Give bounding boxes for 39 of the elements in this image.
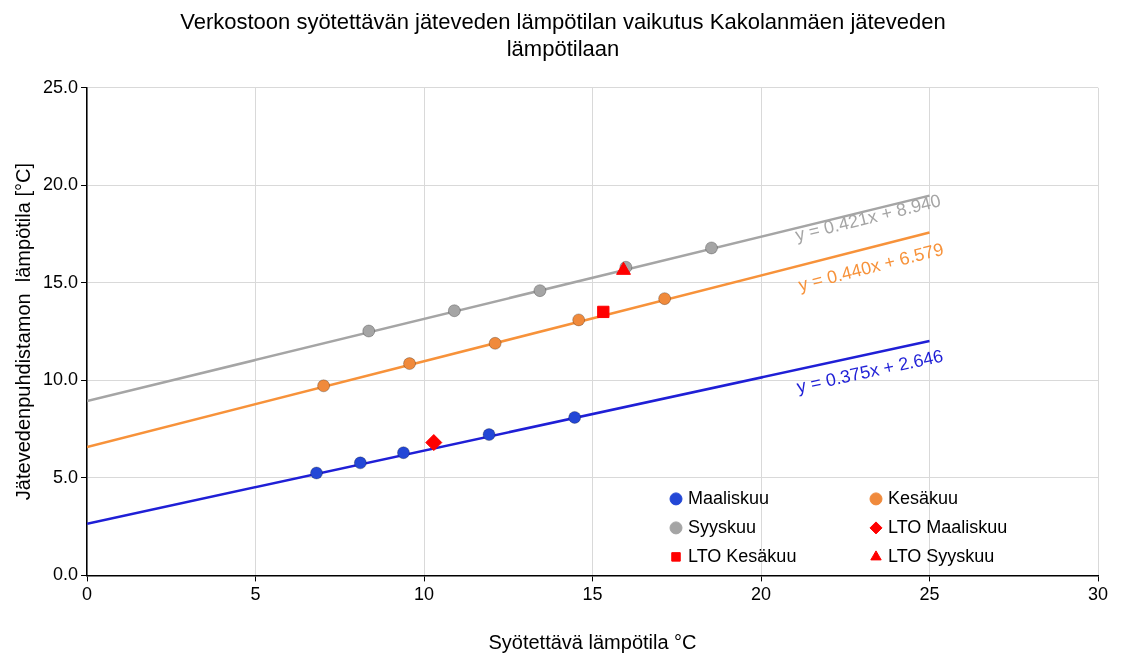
legend-label: LTO Syyskuu xyxy=(888,545,995,566)
legend-label: Kesäkuu xyxy=(888,487,959,508)
point xyxy=(533,284,547,298)
point xyxy=(362,324,376,338)
point xyxy=(447,304,461,318)
chart-title: Verkostoon syötettävän jäteveden lämpötilan vaikutus Kakolanmäen jäteveden lämpötilaan xyxy=(179,8,947,63)
point xyxy=(403,357,417,371)
x-tick-label: 30 xyxy=(1087,584,1109,605)
x-tick-label: 0 xyxy=(82,584,93,605)
y-axis-title: Jätevedenpuhdistamon lämpötila [°C] xyxy=(11,163,34,501)
point xyxy=(396,446,410,460)
point xyxy=(353,456,367,470)
legend-label: Maaliskuu xyxy=(688,487,770,508)
point xyxy=(488,336,502,350)
y-tick-label: 10.0 xyxy=(42,369,79,390)
point xyxy=(597,305,610,319)
point xyxy=(317,379,331,393)
x-tick-label: 20 xyxy=(751,584,772,605)
legend-label: Syyskuu xyxy=(688,516,757,537)
point xyxy=(482,428,496,442)
y-tick-label: 20.0 xyxy=(42,174,79,195)
y-tick-label: 5.0 xyxy=(53,466,79,487)
point xyxy=(704,241,718,255)
x-tick-label: 5 xyxy=(250,584,261,605)
point xyxy=(425,434,443,452)
y-tick-label: 0.0 xyxy=(53,564,79,585)
legend-label: LTO Maaliskuu xyxy=(888,516,1008,537)
x-tick-label: 15 xyxy=(582,584,603,605)
point xyxy=(658,292,672,306)
x-tick-label: 25 xyxy=(919,584,940,605)
point xyxy=(568,410,582,424)
y-tick-label: 25.0 xyxy=(42,76,79,97)
x-tick-label: 10 xyxy=(414,584,435,605)
point xyxy=(572,313,586,327)
legend-label: LTO Kesäkuu xyxy=(688,545,797,566)
x-axis-title: Syötettävä lämpötila °C xyxy=(488,630,697,653)
y-tick-label: 15.0 xyxy=(42,271,79,292)
annotation: y = 0.375x + 2.646 xyxy=(794,345,945,397)
point xyxy=(310,466,324,480)
